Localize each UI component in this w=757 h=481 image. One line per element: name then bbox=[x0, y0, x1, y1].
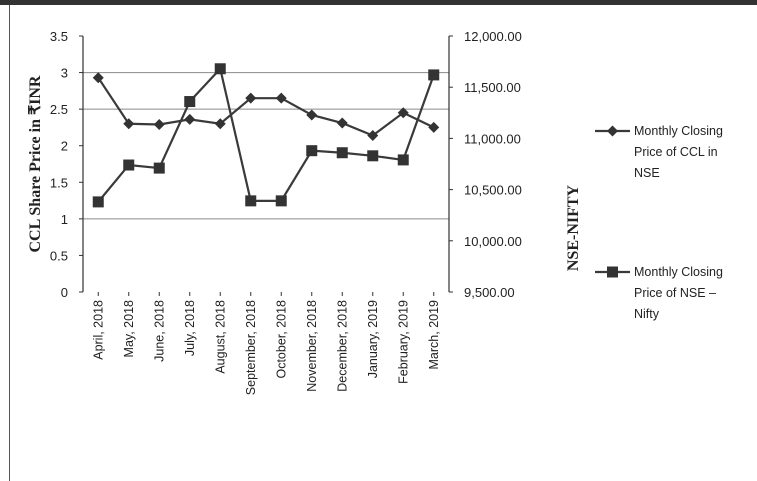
right-tick-label: 12,000.00 bbox=[464, 29, 522, 44]
data-point-ccl bbox=[397, 107, 409, 119]
legend-marker-nifty bbox=[607, 266, 618, 278]
series-line-ccl bbox=[97, 77, 435, 137]
left-tick-label: 2 bbox=[61, 139, 68, 154]
data-point-nifty bbox=[214, 63, 226, 75]
data-point-nifty bbox=[336, 147, 348, 159]
x-tick-label: March, 2019 bbox=[427, 300, 441, 370]
legend-label-nifty: Price of NSE – bbox=[634, 286, 716, 300]
legend-label-nifty: Nifty bbox=[634, 307, 660, 321]
data-point-nifty bbox=[428, 69, 440, 81]
x-tick-label: February, 2019 bbox=[396, 300, 410, 384]
x-tick-label: May, 2018 bbox=[122, 300, 136, 357]
x-tick-label: December, 2018 bbox=[335, 300, 349, 392]
data-point-ccl bbox=[367, 129, 379, 141]
data-point-ccl bbox=[214, 118, 226, 130]
data-point-ccl bbox=[245, 92, 257, 104]
left-tick-label: 1 bbox=[61, 212, 68, 227]
data-point-ccl bbox=[306, 109, 318, 121]
legend-label-ccl: Monthly Closing bbox=[634, 124, 723, 138]
data-point-nifty bbox=[275, 195, 287, 207]
data-point-nifty bbox=[92, 196, 104, 208]
data-point-nifty bbox=[123, 159, 135, 171]
data-point-nifty bbox=[245, 195, 257, 207]
x-tick-label: August, 2018 bbox=[213, 300, 227, 374]
x-tick-label: April, 2018 bbox=[91, 300, 105, 360]
left-tick-label: 0.5 bbox=[50, 248, 68, 263]
data-point-nifty bbox=[367, 150, 379, 162]
right-axis-title: NSE-NIFTY bbox=[565, 184, 582, 271]
data-point-nifty bbox=[153, 162, 165, 174]
x-tick-label: November, 2018 bbox=[305, 300, 319, 392]
right-tick-label: 11,500.00 bbox=[464, 80, 521, 95]
x-tick-label: June, 2018 bbox=[152, 300, 166, 362]
data-point-nifty bbox=[306, 145, 318, 157]
data-point-ccl bbox=[123, 118, 135, 130]
data-point-ccl bbox=[184, 113, 196, 125]
top-border bbox=[0, 0, 757, 5]
right-tick-label: 9,500.00 bbox=[464, 285, 515, 300]
x-tick-label: July, 2018 bbox=[183, 300, 197, 356]
left-tick-label: 3 bbox=[61, 66, 68, 81]
data-point-ccl bbox=[153, 119, 165, 131]
legend-label-nifty: Monthly Closing bbox=[634, 265, 723, 279]
legend-label-ccl: NSE bbox=[634, 166, 660, 180]
x-tick-label: September, 2018 bbox=[244, 300, 258, 395]
left-tick-label: 2.5 bbox=[50, 102, 68, 117]
legend-marker-ccl bbox=[607, 125, 618, 137]
legend-label-ccl: Price of CCL in bbox=[634, 145, 718, 159]
data-point-ccl bbox=[428, 121, 440, 133]
left-tick-label: 1.5 bbox=[50, 175, 68, 190]
right-tick-label: 11,000.00 bbox=[464, 131, 521, 146]
data-point-ccl bbox=[92, 72, 104, 84]
left-tick-label: 3.5 bbox=[50, 29, 68, 44]
data-point-ccl bbox=[275, 92, 287, 104]
data-point-nifty bbox=[184, 96, 196, 108]
x-tick-label: January, 2019 bbox=[366, 300, 380, 378]
right-tick-label: 10,000.00 bbox=[464, 234, 522, 249]
x-tick-label: October, 2018 bbox=[274, 300, 288, 379]
left-tick-label: 0 bbox=[61, 285, 68, 300]
data-point-nifty bbox=[397, 154, 409, 166]
left-axis-title: CCL Share Price in ₹INR bbox=[27, 75, 44, 252]
data-point-ccl bbox=[336, 117, 348, 129]
right-tick-label: 10,500.00 bbox=[464, 183, 522, 198]
left-border bbox=[9, 5, 10, 481]
series-line-nifty bbox=[97, 66, 435, 203]
